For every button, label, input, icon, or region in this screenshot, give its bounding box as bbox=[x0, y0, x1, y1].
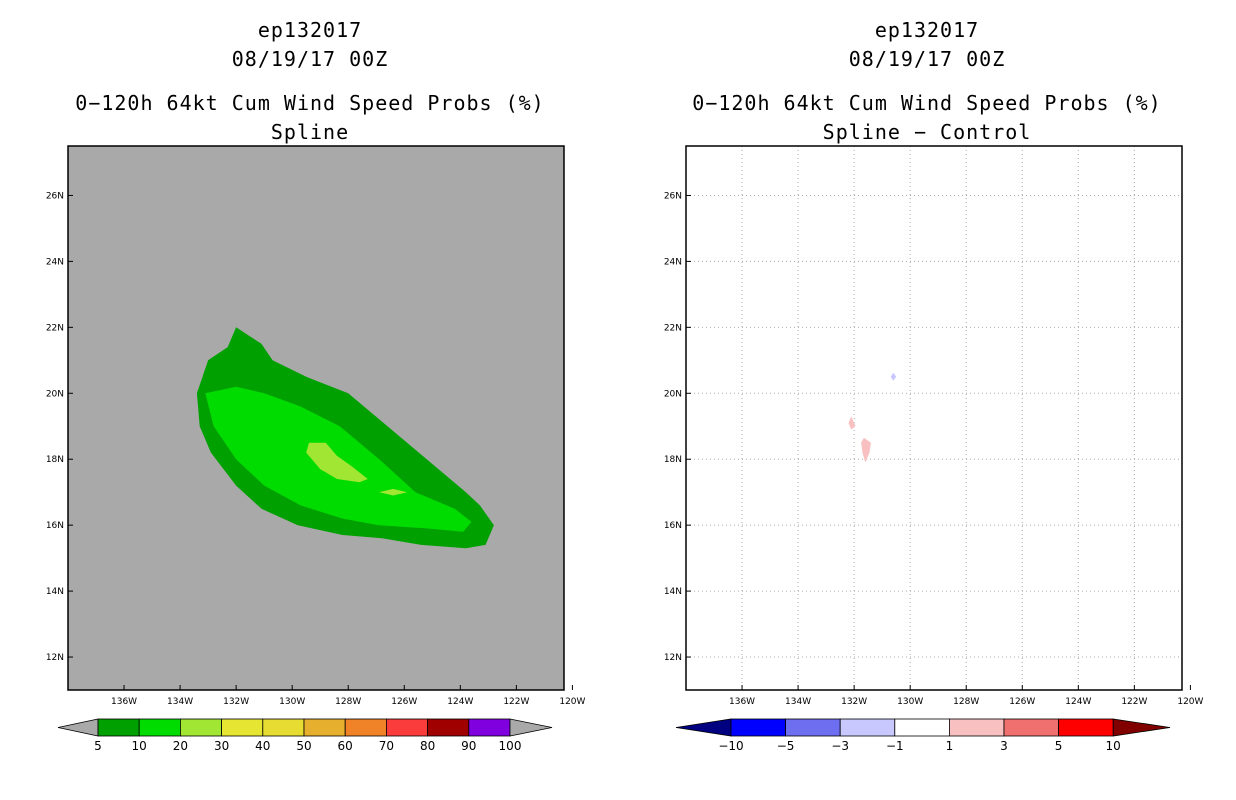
left-colorbar-label: 80 bbox=[420, 739, 435, 753]
left-y-tick-label: 12N bbox=[46, 653, 64, 663]
left-y-tick-label: 18N bbox=[46, 455, 64, 465]
right-x-tick-label: 124W bbox=[1065, 697, 1091, 707]
left-colorbar-segment bbox=[344, 718, 387, 737]
left-colorbar-segment bbox=[138, 718, 181, 737]
left-x-tick-label: 126W bbox=[391, 697, 417, 707]
left-colorbar-label: 90 bbox=[461, 739, 476, 753]
right-colorbar-segment bbox=[949, 718, 1005, 737]
left-colorbar-label: 100 bbox=[499, 739, 522, 753]
left-x-tick-label: 120W bbox=[559, 697, 585, 707]
left-y-tick-label: 24N bbox=[46, 257, 64, 267]
left-plot-frame bbox=[67, 145, 565, 691]
right-y-tick-label: 16N bbox=[664, 521, 682, 531]
right-colorbar-label: −5 bbox=[777, 739, 795, 753]
left-colorbar-segment bbox=[385, 718, 428, 737]
left-colorbar-segment bbox=[221, 718, 264, 737]
left-colorbar-segment bbox=[97, 718, 140, 737]
right-x-tick-label: 128W bbox=[953, 697, 979, 707]
right-colorbar-segment bbox=[894, 718, 950, 737]
right-datetime: 08/19/17 00Z bbox=[848, 47, 1006, 71]
right-contour-level-neg1 bbox=[890, 372, 897, 381]
left-probability-map: 136W 134W 132W 130W 128W 126W 124W 122W 120W 12N 1… bbox=[46, 145, 586, 753]
left-x-tick-label: 136W bbox=[111, 697, 137, 707]
left-colorbar-label: 20 bbox=[173, 739, 188, 753]
right-y-tick-label: 26N bbox=[664, 191, 682, 201]
left-y-tick-label: 20N bbox=[46, 389, 64, 399]
left-datetime: 08/19/17 00Z bbox=[231, 47, 389, 71]
right-y-tick-label: 12N bbox=[664, 653, 682, 663]
left-colorbar-segment bbox=[468, 718, 511, 737]
left-chart-title: 0−120h 64kt Cum Wind Speed Probs (%) bbox=[75, 91, 545, 115]
right-x-tick-label: 122W bbox=[1121, 697, 1147, 707]
left-colorbar-arrow-low bbox=[57, 718, 99, 737]
left-colorbar-label: 5 bbox=[94, 739, 102, 753]
right-y-tick-label: 22N bbox=[664, 323, 682, 333]
left-colorbar-label: 50 bbox=[296, 739, 311, 753]
left-y-tick-label: 22N bbox=[46, 323, 64, 333]
right-colorbar-label: −3 bbox=[831, 739, 849, 753]
right-contour-level-1 bbox=[861, 437, 871, 463]
left-contour-level-20 bbox=[306, 442, 368, 483]
right-contour-level-1 bbox=[848, 416, 856, 430]
right-colorbar-segment bbox=[785, 718, 841, 737]
left-x-tick-label: 124W bbox=[447, 697, 473, 707]
right-x-tick-label: 134W bbox=[785, 697, 811, 707]
right-colorbar-segment bbox=[730, 718, 786, 737]
right-y-tick-label: 18N bbox=[664, 455, 682, 465]
right-plot-frame bbox=[685, 145, 1183, 691]
left-colorbar-segment bbox=[262, 718, 305, 737]
right-x-tick-label: 120W bbox=[1177, 697, 1203, 707]
right-y-tick-label: 24N bbox=[664, 257, 682, 267]
left-chart-subtitle: Spline bbox=[270, 120, 350, 144]
left-colorbar-label: 10 bbox=[132, 739, 147, 753]
left-colorbar-segment bbox=[427, 718, 470, 737]
right-chart-title: 0−120h 64kt Cum Wind Speed Probs (%) bbox=[692, 91, 1162, 115]
right-colorbar-label: −1 bbox=[886, 739, 904, 753]
right-x-tick-label: 136W bbox=[729, 697, 755, 707]
right-colorbar-segment bbox=[1058, 718, 1114, 737]
left-colorbar-segment bbox=[303, 718, 346, 737]
left-x-tick-label: 130W bbox=[279, 697, 305, 707]
right-colorbar-arrow-low bbox=[675, 718, 732, 737]
left-x-tick-label: 122W bbox=[503, 697, 529, 707]
left-contour-level-20 bbox=[379, 488, 408, 496]
left-x-tick-label: 132W bbox=[223, 697, 249, 707]
left-colorbar-label: 40 bbox=[255, 739, 270, 753]
right-colorbar-label: 10 bbox=[1106, 739, 1121, 753]
left-colorbar-segment bbox=[179, 718, 222, 737]
left-colorbar-label: 60 bbox=[338, 739, 353, 753]
right-colorbar-arrow-high bbox=[1112, 718, 1171, 737]
left-x-tick-label: 128W bbox=[335, 697, 361, 707]
right-chart-subtitle: Spline − Control bbox=[822, 120, 1032, 144]
right-x-tick-label: 132W bbox=[841, 697, 867, 707]
right-colorbar-segment bbox=[839, 718, 896, 737]
right-plot-background bbox=[686, 146, 1182, 690]
right-colorbar-label: 5 bbox=[1055, 739, 1063, 753]
right-colorbar-label: 3 bbox=[1000, 739, 1008, 753]
right-y-tick-label: 20N bbox=[664, 389, 682, 399]
right-x-tick-label: 130W bbox=[897, 697, 923, 707]
left-colorbar-label: 70 bbox=[379, 739, 394, 753]
right-colorbar-label: −10 bbox=[718, 739, 743, 753]
left-x-tick-label: 134W bbox=[167, 697, 193, 707]
right-colorbar-segment bbox=[1003, 718, 1059, 737]
left-colorbar-arrow-high bbox=[509, 718, 553, 737]
right-colorbar-label: 1 bbox=[946, 739, 954, 753]
right-x-tick-label: 126W bbox=[1009, 697, 1035, 707]
right-y-tick-label: 14N bbox=[664, 587, 682, 597]
left-y-tick-label: 14N bbox=[46, 587, 64, 597]
left-y-tick-label: 26N bbox=[46, 191, 64, 201]
left-y-tick-label: 16N bbox=[46, 521, 64, 531]
left-storm-id: ep132017 bbox=[257, 18, 363, 42]
left-colorbar-label: 30 bbox=[214, 739, 229, 753]
right-storm-id: ep132017 bbox=[874, 18, 980, 42]
